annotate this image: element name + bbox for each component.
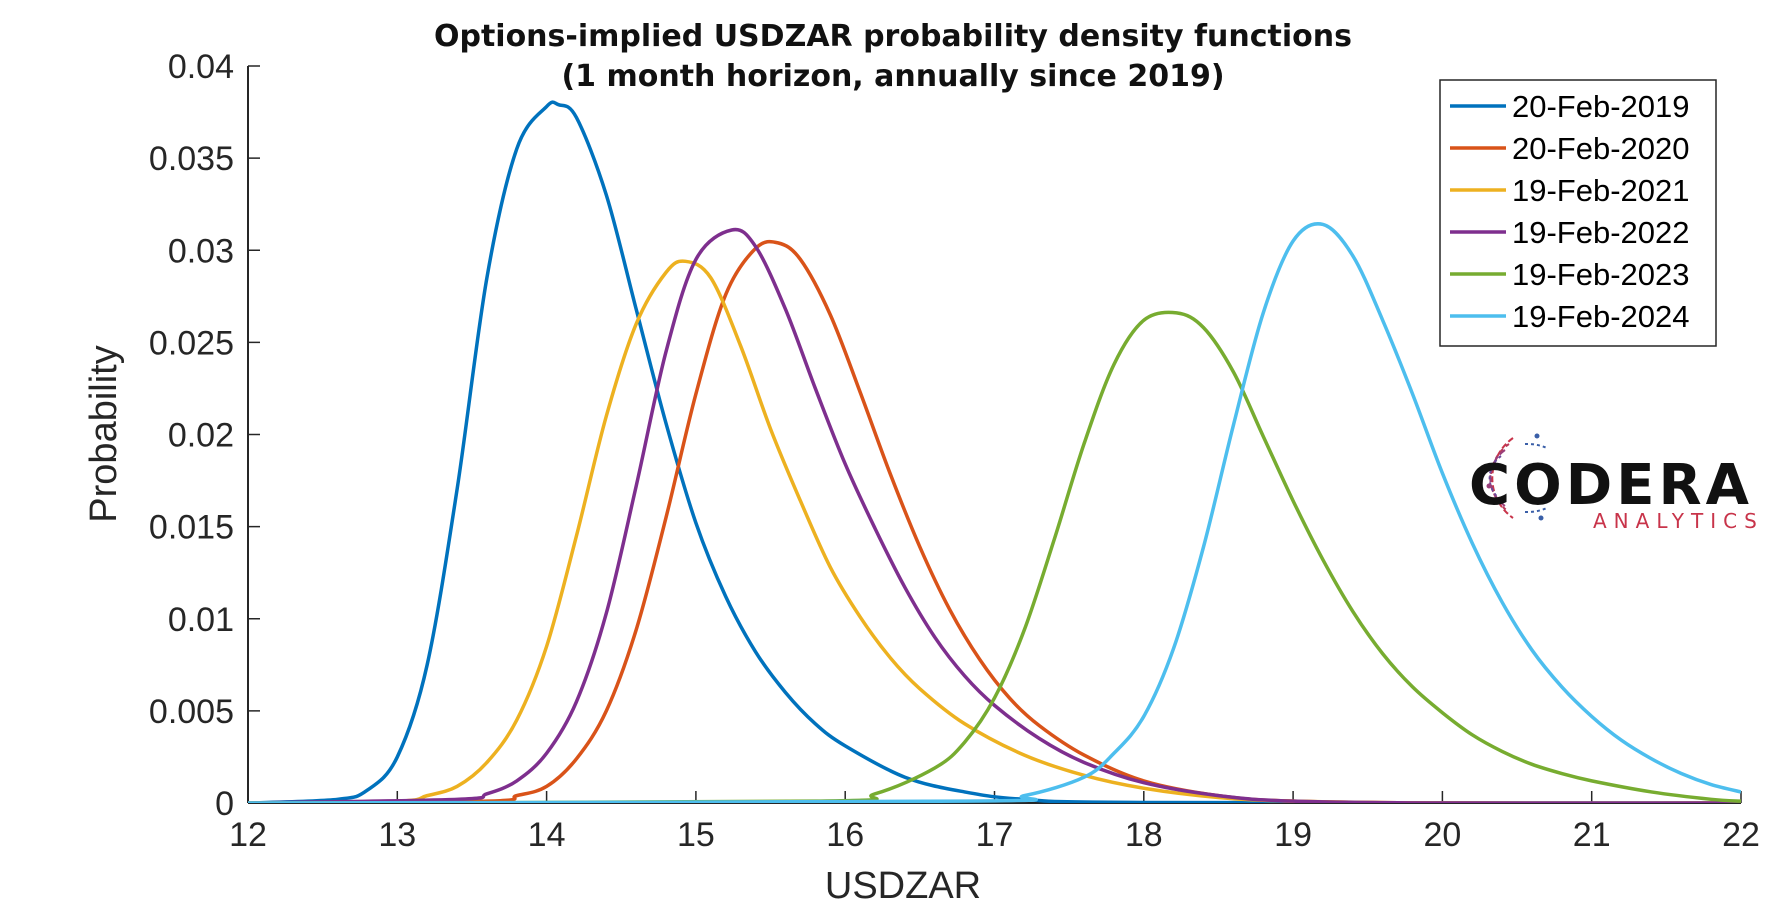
legend: 20-Feb-2019 20-Feb-2020 19-Feb-2021 19-Feb-… xyxy=(1439,79,1717,347)
x-tick-label: 20 xyxy=(1423,816,1461,854)
x-tick-label: 18 xyxy=(1125,816,1163,854)
y-axis-ticks: 0 0.005 0.01 0.015 0.02 0.025 0.03 0.035 0.04 xyxy=(149,48,260,823)
y-tick-label: 0.04 xyxy=(168,48,234,86)
legend-label: 19-Feb-2021 xyxy=(1512,173,1690,208)
x-axis-label: USDZAR xyxy=(825,865,981,905)
legend-label: 19-Feb-2022 xyxy=(1512,215,1690,250)
series-line-19-Feb-2021 xyxy=(248,259,1741,803)
series-line-19-Feb-2024 xyxy=(248,222,1741,803)
legend-label: 19-Feb-2023 xyxy=(1512,257,1690,292)
series-lines xyxy=(248,100,1741,803)
y-tick-label: 0.01 xyxy=(168,601,234,639)
codera-logo: CODERA ANALYTICS xyxy=(1469,433,1764,533)
y-tick-label: 0.005 xyxy=(149,693,234,731)
codera-logo-mark-icon xyxy=(1486,433,1548,521)
series-line-20-Feb-2019 xyxy=(248,100,1741,803)
x-tick-label: 14 xyxy=(528,816,566,854)
y-tick-label: 0.015 xyxy=(149,509,234,547)
y-tick-label: 0.03 xyxy=(168,232,234,270)
x-tick-label: 12 xyxy=(229,816,267,854)
x-axis-ticks: 12 13 14 15 16 17 18 19 20 21 22 xyxy=(229,791,1760,854)
legend-box xyxy=(1439,79,1717,347)
y-tick-label: 0.02 xyxy=(168,417,234,455)
x-tick-label: 16 xyxy=(826,816,864,854)
series-line-19-Feb-2023 xyxy=(248,310,1741,803)
legend-label: 20-Feb-2020 xyxy=(1512,131,1690,166)
x-tick-label: 21 xyxy=(1573,816,1611,854)
legend-label: 19-Feb-2024 xyxy=(1512,299,1690,334)
y-tick-label: 0.035 xyxy=(149,140,234,178)
series-line-19-Feb-2022 xyxy=(248,227,1741,803)
chart-subtitle: (1 month horizon, annually since 2019) xyxy=(561,59,1224,94)
chart-title: Options-implied USDZAR probability densi… xyxy=(434,19,1352,54)
legend-label: 20-Feb-2019 xyxy=(1512,89,1690,124)
y-tick-label: 0 xyxy=(215,785,234,823)
y-tick-label: 0.025 xyxy=(149,324,234,362)
x-tick-label: 13 xyxy=(378,816,416,854)
x-tick-label: 15 xyxy=(677,816,715,854)
x-tick-label: 22 xyxy=(1722,816,1760,854)
logo-name: CODERA xyxy=(1469,453,1753,518)
y-axis-label: Probability xyxy=(83,345,125,522)
x-tick-label: 17 xyxy=(976,816,1014,854)
x-tick-label: 19 xyxy=(1274,816,1312,854)
logo-subtitle: ANALYTICS xyxy=(1593,509,1764,533)
